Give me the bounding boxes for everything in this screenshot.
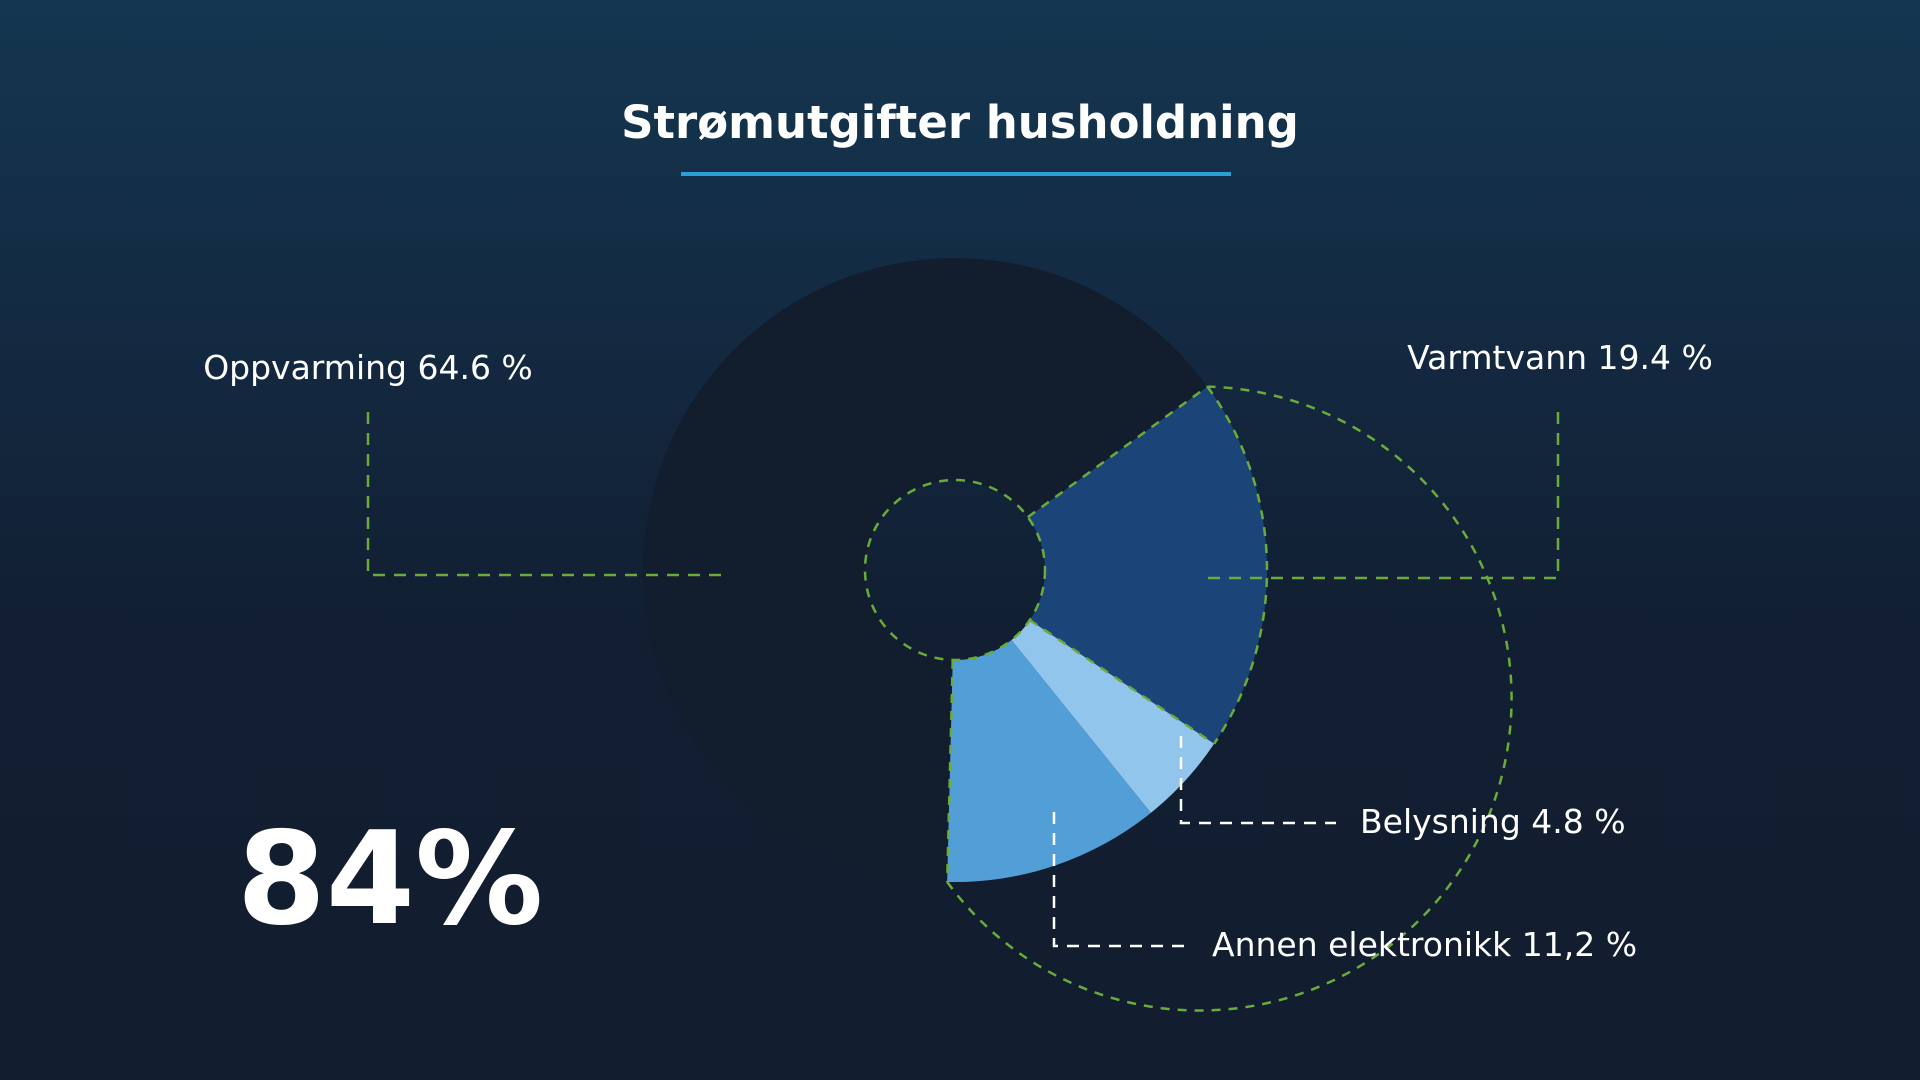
slice-label-belysning: Belysning 4.8 % <box>1360 802 1626 841</box>
leader-belysning <box>1179 736 1336 825</box>
slice-varmtvann <box>1027 386 1267 744</box>
highlight-percentage: 84% <box>237 805 543 954</box>
slice-label-annen-elektronikk: Annen elektronikk 11,2 % <box>1212 925 1637 964</box>
slice-label-oppvarming: Oppvarming 64.6 % <box>203 348 533 387</box>
outline-radial-end <box>945 659 954 882</box>
chart-title: Strømutgifter husholdning <box>621 96 1299 149</box>
outline-radial-start <box>1027 385 1209 519</box>
leader-varmtvann <box>1200 412 1560 580</box>
outline-outer-arc <box>946 385 1513 1012</box>
leader-annen-elektronikk <box>1052 812 1185 948</box>
outline-varmtvann-arc <box>1206 385 1269 745</box>
leader-lines <box>366 412 1560 948</box>
pie-outline <box>863 385 1513 1012</box>
slice-oppvarming <box>643 258 1208 882</box>
slice-belysning <box>1011 620 1215 813</box>
outline-radial-middle <box>1029 619 1215 745</box>
outline-inner-circle <box>863 478 1047 662</box>
leader-oppvarming <box>366 412 728 577</box>
pie-slices <box>643 258 1267 883</box>
slice-annen-elektronikk <box>947 640 1151 883</box>
slice-label-varmtvann: Varmtvann 19.4 % <box>1407 338 1713 377</box>
